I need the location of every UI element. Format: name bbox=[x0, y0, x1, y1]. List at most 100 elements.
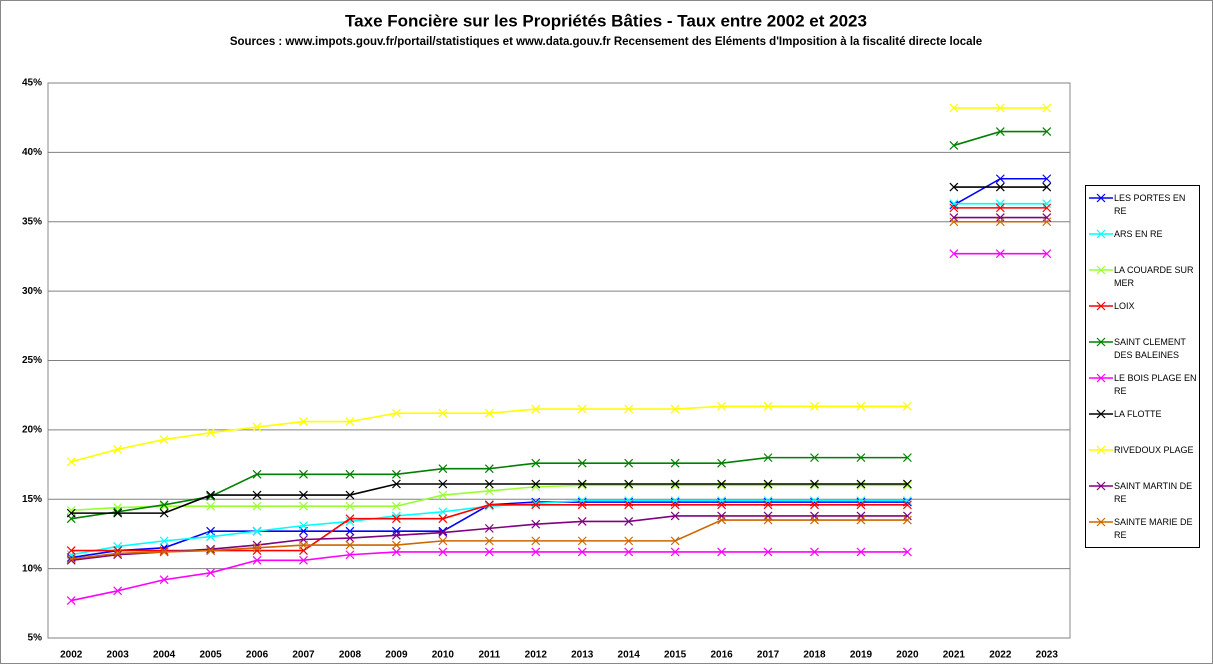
marker bbox=[484, 408, 494, 418]
marker bbox=[531, 547, 541, 557]
marker bbox=[670, 536, 680, 546]
marker bbox=[670, 500, 680, 510]
x-tick-label: 2006 bbox=[246, 650, 269, 661]
marker bbox=[763, 511, 773, 521]
x-tick-label: 2020 bbox=[896, 650, 919, 661]
legend-marker bbox=[1096, 229, 1106, 239]
marker bbox=[299, 417, 308, 426]
marker bbox=[531, 479, 541, 489]
marker bbox=[484, 500, 494, 510]
marker bbox=[949, 249, 959, 259]
marker bbox=[206, 501, 216, 511]
marker bbox=[391, 479, 401, 489]
marker bbox=[438, 514, 448, 524]
marker bbox=[345, 501, 355, 511]
legend-item: LA COUARDE SUR MER bbox=[1088, 264, 1197, 300]
marker bbox=[1042, 199, 1052, 209]
marker bbox=[345, 514, 355, 524]
y-tick-label: 5% bbox=[28, 633, 43, 644]
marker bbox=[577, 536, 587, 546]
y-tick-label: 45% bbox=[22, 78, 42, 89]
marker bbox=[577, 404, 587, 414]
marker bbox=[159, 536, 169, 546]
marker bbox=[810, 511, 819, 521]
marker bbox=[949, 103, 959, 113]
y-tick-label: 40% bbox=[22, 147, 42, 158]
legend-swatch bbox=[1089, 409, 1113, 419]
marker bbox=[624, 404, 634, 414]
marker bbox=[670, 480, 680, 490]
marker bbox=[810, 401, 819, 411]
marker bbox=[159, 547, 169, 557]
marker bbox=[624, 496, 634, 506]
marker bbox=[902, 480, 912, 490]
series bbox=[66, 182, 1052, 518]
marker bbox=[159, 575, 169, 585]
series bbox=[66, 249, 1052, 605]
marker bbox=[902, 496, 912, 506]
marker bbox=[438, 528, 448, 537]
marker bbox=[206, 492, 216, 501]
x-tick-label: 2008 bbox=[339, 650, 362, 661]
marker bbox=[670, 479, 680, 489]
marker bbox=[995, 199, 1005, 209]
marker bbox=[206, 568, 216, 578]
marker bbox=[438, 526, 448, 536]
marker bbox=[113, 508, 123, 518]
marker bbox=[949, 217, 959, 227]
x-tick-label: 2004 bbox=[153, 650, 176, 661]
legend-marker bbox=[1096, 193, 1106, 203]
marker bbox=[484, 547, 494, 557]
legend-marker bbox=[1096, 373, 1106, 383]
x-tick-label: 2023 bbox=[1036, 650, 1059, 661]
legend-swatch bbox=[1089, 337, 1113, 347]
legend-marker bbox=[1096, 445, 1106, 455]
marker bbox=[299, 469, 308, 479]
x-tick-label: 2018 bbox=[803, 650, 826, 661]
marker bbox=[113, 444, 123, 454]
marker bbox=[206, 546, 216, 556]
marker bbox=[995, 127, 1005, 136]
marker bbox=[717, 479, 727, 489]
marker bbox=[717, 500, 727, 510]
marker bbox=[1042, 217, 1052, 227]
marker bbox=[577, 479, 587, 489]
legend-item: LES PORTES EN RE bbox=[1088, 192, 1197, 228]
marker bbox=[856, 479, 866, 489]
marker bbox=[763, 480, 773, 490]
marker bbox=[856, 511, 866, 521]
marker bbox=[438, 408, 448, 418]
marker bbox=[391, 547, 401, 557]
marker bbox=[949, 203, 959, 213]
marker bbox=[391, 526, 401, 536]
legend: LES PORTES EN RE ARS EN RE LA COUARDE SUR … bbox=[1085, 185, 1200, 548]
marker bbox=[484, 464, 494, 474]
marker bbox=[484, 523, 494, 533]
legend-swatch bbox=[1089, 301, 1113, 311]
marker bbox=[484, 486, 494, 496]
x-tick-label: 2007 bbox=[292, 650, 315, 661]
legend-swatch bbox=[1089, 445, 1113, 455]
legend-label: LA FLOTTE bbox=[1114, 409, 1162, 419]
marker bbox=[159, 508, 169, 518]
legend-swatch bbox=[1089, 481, 1113, 491]
marker bbox=[438, 536, 448, 546]
marker bbox=[995, 203, 1005, 213]
marker bbox=[1042, 103, 1052, 113]
marker bbox=[484, 501, 494, 511]
legend-swatch bbox=[1089, 517, 1113, 527]
marker bbox=[856, 515, 866, 525]
x-tick-label: 2017 bbox=[757, 650, 780, 661]
y-tick-label: 25% bbox=[22, 355, 42, 366]
marker bbox=[66, 546, 76, 556]
legend-marker bbox=[1096, 409, 1106, 419]
marker bbox=[995, 103, 1005, 113]
marker bbox=[252, 555, 262, 565]
marker bbox=[577, 500, 587, 510]
marker bbox=[345, 417, 355, 426]
marker bbox=[345, 469, 355, 479]
marker bbox=[856, 453, 866, 463]
marker bbox=[995, 249, 1005, 259]
marker bbox=[345, 490, 355, 500]
marker bbox=[345, 550, 355, 560]
